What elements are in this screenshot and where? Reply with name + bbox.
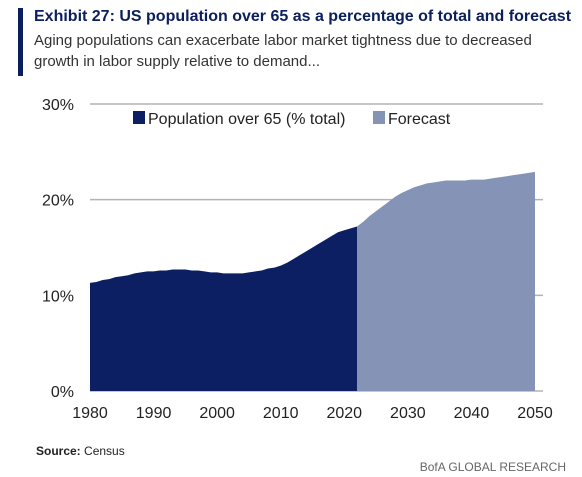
x-tick-label: 2000 [199, 405, 235, 422]
x-tick-label: 2020 [326, 405, 362, 422]
x-tick-label: 1990 [136, 405, 172, 422]
x-tick-label: 2040 [454, 405, 490, 422]
source-text: Census [80, 444, 125, 458]
forecast-area [357, 171, 535, 391]
x-tick-label: 1980 [72, 405, 108, 422]
x-tick-label: 2010 [263, 405, 299, 422]
brand-label: BofA GLOBAL RESEARCH [419, 460, 566, 474]
x-tick-label: 2030 [390, 405, 426, 422]
legend: Population over 65 (% total) Forecast [133, 111, 451, 128]
y-tick-label: 0% [51, 384, 74, 401]
y-tick-label: 20% [42, 193, 74, 210]
chart-title: Exhibit 27: US population over 65 as a p… [34, 8, 572, 25]
source-note: Source: Census [36, 444, 125, 458]
y-axis: 0% 10% 20% 30% [42, 97, 74, 401]
actual-area [90, 226, 357, 391]
legend-item-forecast-label: Forecast [388, 111, 451, 128]
source-label: Source: [36, 444, 81, 458]
title-accent-bar [18, 8, 23, 76]
y-tick-label: 10% [42, 288, 74, 305]
x-tick-label: 2050 [517, 405, 553, 422]
y-tick-label: 30% [42, 97, 74, 114]
legend-item-actual-label: Population over 65 (% total) [148, 111, 345, 128]
chart-subtitle: Aging populations can exacerbate labor m… [34, 32, 532, 70]
chart-areas [90, 171, 535, 391]
legend-item-actual-swatch [133, 111, 145, 124]
legend-item-forecast-swatch [373, 111, 385, 124]
x-axis: 1980 1990 2000 2010 2020 2030 2040 2050 [72, 405, 553, 422]
